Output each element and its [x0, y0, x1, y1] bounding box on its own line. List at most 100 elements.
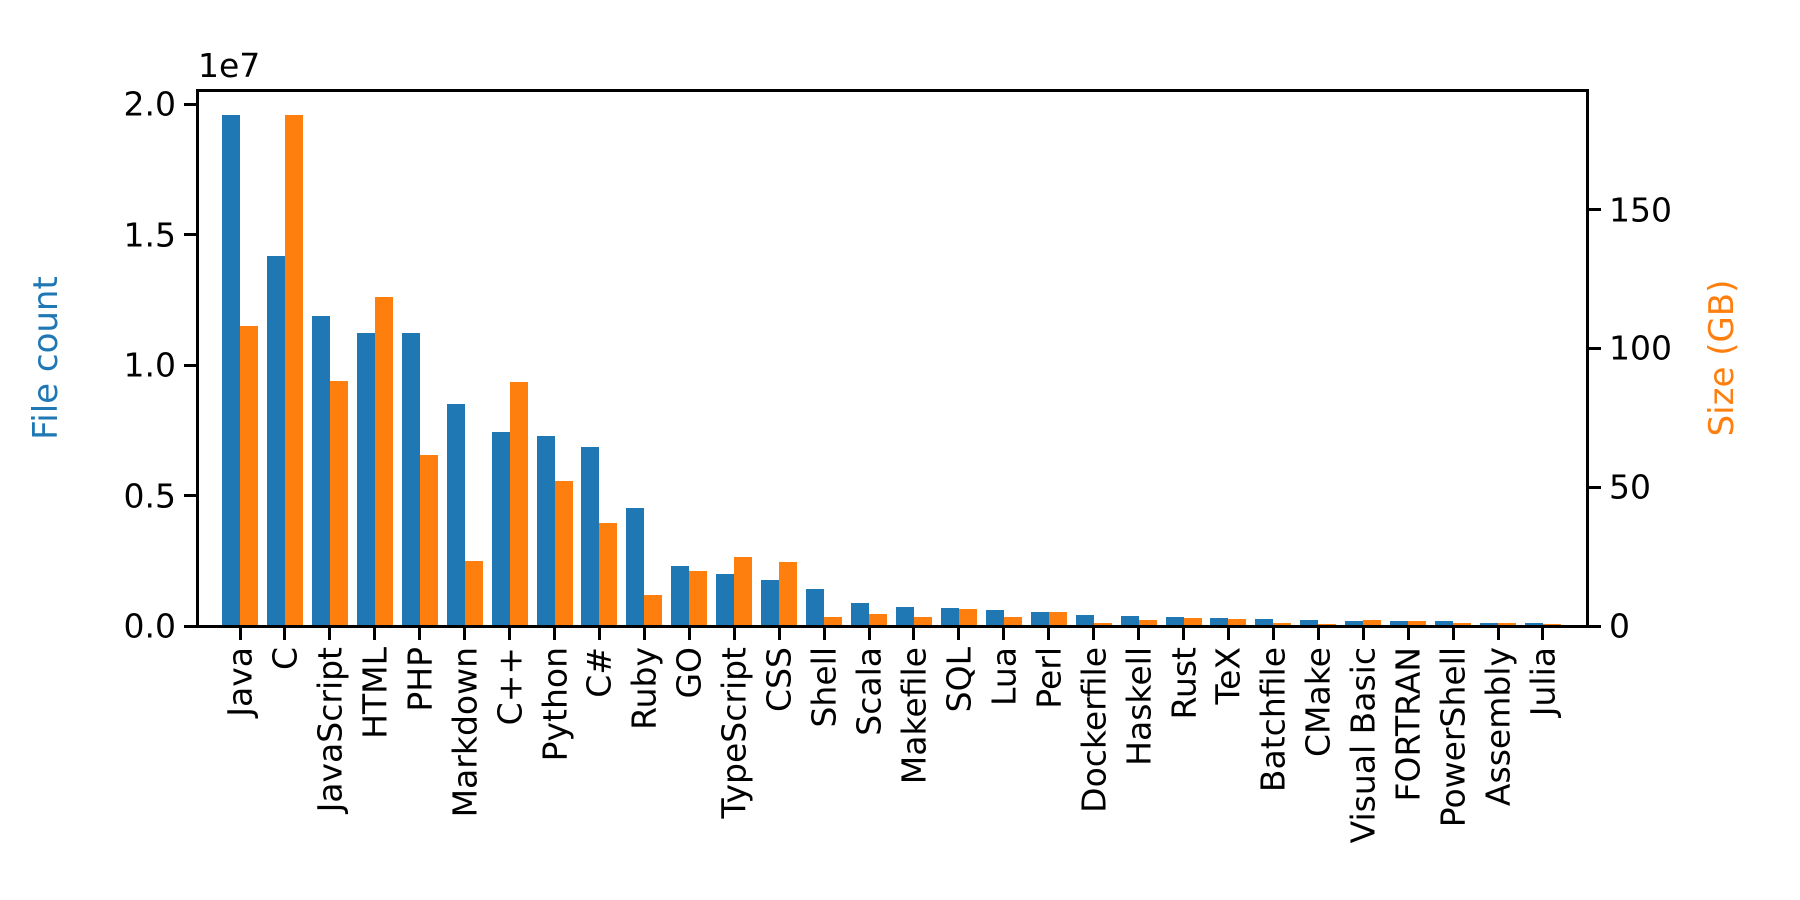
x-axis-tick [283, 628, 287, 640]
bar-file-count [1255, 618, 1274, 625]
bar-file-count [716, 574, 735, 625]
bar-file-count [491, 432, 510, 625]
x-axis-tick [642, 628, 646, 640]
bar-size-gb [419, 454, 438, 625]
x-axis-tick-label: Scala [849, 647, 889, 736]
left-axis-tick-label: 0.0 [123, 606, 176, 646]
x-axis-tick-label: TypeScript [714, 647, 754, 819]
x-axis-tick [373, 628, 377, 640]
bar-size-gb [644, 594, 663, 625]
bar-size-gb [554, 480, 573, 625]
x-axis-tick-label: SQL [939, 647, 979, 713]
x-axis-tick-label: Batchfile [1253, 647, 1293, 793]
x-axis-tick [508, 628, 512, 640]
bar-file-count [581, 447, 600, 625]
x-axis-tick-label: PHP [400, 647, 440, 712]
x-axis-tick-label: Shell [804, 647, 844, 728]
bar-file-count [536, 436, 555, 625]
right-axis-title: Size (GB) [1702, 279, 1742, 437]
left-axis-tick [184, 494, 196, 497]
x-axis-tick-label: Markdown [445, 647, 485, 818]
x-axis-tick [553, 628, 556, 640]
x-axis-tick [957, 628, 961, 640]
left-axis-tick-label: 2.0 [123, 84, 176, 124]
x-axis-tick-label: FORTRAN [1388, 647, 1428, 802]
bar-size-gb [1363, 619, 1382, 625]
y-axis-offset-label: 1e7 [198, 46, 261, 85]
bar-size-gb [734, 556, 753, 625]
x-axis-tick [1541, 628, 1545, 640]
x-axis-tick-label: GO [669, 647, 709, 699]
x-axis-tick [687, 628, 691, 640]
x-axis-tick-label: PowerShell [1433, 647, 1473, 828]
bar-file-count [311, 315, 330, 625]
bar-file-count [1524, 623, 1543, 625]
right-axis-tick-label: 150 [1609, 190, 1672, 230]
bar-file-count [401, 333, 420, 625]
bar-size-gb [240, 326, 258, 625]
bar-size-gb [1183, 617, 1202, 625]
bar-size-gb [1003, 617, 1022, 625]
x-axis-tick-label: C [265, 647, 305, 671]
x-axis-tick-label: Ruby [624, 647, 664, 730]
right-axis-tick-label: 50 [1609, 467, 1651, 507]
bar-size-gb [599, 522, 618, 625]
x-axis-tick [1316, 628, 1320, 640]
x-axis-tick-label: CSS [759, 647, 799, 712]
bar-size-gb [1318, 623, 1337, 625]
x-axis-tick [1496, 628, 1500, 640]
right-axis-tick-label: 0 [1609, 606, 1630, 646]
x-axis-tick-label: Rust [1164, 647, 1204, 720]
x-axis-tick [597, 628, 601, 640]
x-axis-tick-label: C# [579, 647, 619, 698]
x-axis-tick [1226, 628, 1230, 640]
bar-size-gb [1048, 611, 1067, 625]
bar-file-count [626, 508, 645, 625]
bar-size-gb [958, 609, 977, 625]
x-axis-tick-label: CMake [1298, 647, 1338, 757]
bar-size-gb [1138, 619, 1157, 625]
bar-file-count [1435, 621, 1454, 625]
x-axis-tick [238, 628, 242, 640]
bar-file-count [671, 565, 690, 625]
right-axis-tick [1589, 624, 1601, 628]
bar-file-count [1165, 616, 1184, 625]
x-axis-tick [1137, 628, 1141, 640]
x-axis-tick-label: Haskell [1119, 647, 1159, 766]
x-axis-tick-label: Python [535, 647, 574, 762]
x-axis-tick [1406, 628, 1410, 640]
bar-file-count [895, 607, 914, 625]
x-axis-tick [1002, 628, 1006, 640]
bar-size-gb [464, 560, 483, 625]
x-axis-tick [463, 628, 467, 640]
x-axis-tick [1361, 628, 1365, 640]
bar-size-gb [1273, 623, 1292, 625]
x-axis-tick-label: Perl [1029, 647, 1069, 709]
left-axis-title: File count [26, 276, 66, 440]
bar-file-count [1030, 612, 1049, 625]
left-axis-tick [184, 102, 196, 106]
bar-size-gb [329, 381, 348, 625]
x-axis-tick [867, 628, 871, 640]
bar-size-gb [1408, 620, 1427, 625]
bar-size-gb [689, 571, 708, 625]
bar-size-gb [1498, 622, 1517, 625]
left-axis-tick-label: 0.5 [123, 476, 176, 515]
left-axis-tick [184, 233, 196, 236]
left-axis-tick-label: 1.5 [123, 215, 176, 254]
x-axis-tick-label: C++ [490, 647, 530, 726]
bar-file-count [1345, 620, 1364, 625]
bar-size-gb [374, 297, 393, 625]
x-axis-tick [732, 628, 736, 640]
bar-file-count [222, 114, 240, 625]
left-axis-tick [184, 363, 196, 367]
bar-file-count [851, 603, 870, 625]
x-axis-tick [912, 628, 916, 640]
x-axis-tick [1092, 628, 1096, 640]
x-axis-tick-label: Lua [984, 647, 1024, 706]
bar-size-gb [913, 616, 932, 625]
right-axis-tick [1589, 346, 1601, 350]
x-axis-tick-label: Dockerfile [1074, 647, 1114, 813]
x-axis-tick [418, 628, 422, 640]
